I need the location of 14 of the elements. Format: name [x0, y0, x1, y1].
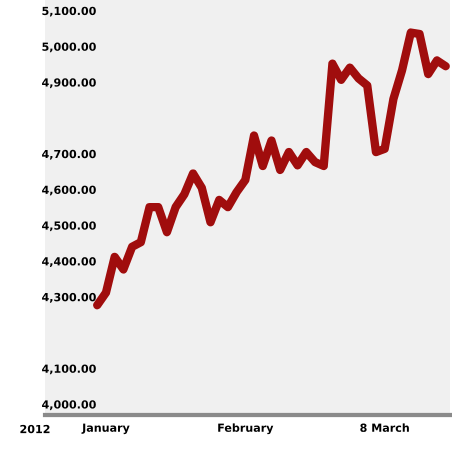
y-tick-label: 5,100.00 — [42, 6, 96, 17]
x-tick-label: January — [82, 424, 130, 434]
y-tick-label: 4,900.00 — [42, 78, 96, 88]
y-tick-label: 4,500.00 — [42, 221, 96, 232]
y-tick-label: 4,600.00 — [42, 186, 96, 196]
y-tick-label: 4,300.00 — [42, 292, 96, 303]
y-tick-label: 5,000.00 — [42, 42, 96, 52]
text: 2012 — [20, 424, 50, 434]
x-tick-label: 8 March — [360, 423, 409, 432]
y-tick-label: 4,100.00 — [42, 364, 96, 374]
y-tick-label: 4,400.00 — [42, 257, 96, 267]
y-tick-label: 4,700.00 — [42, 150, 96, 160]
x-tick-label: February — [218, 423, 274, 434]
y-tick-label: 4,000.00 — [42, 400, 96, 410]
